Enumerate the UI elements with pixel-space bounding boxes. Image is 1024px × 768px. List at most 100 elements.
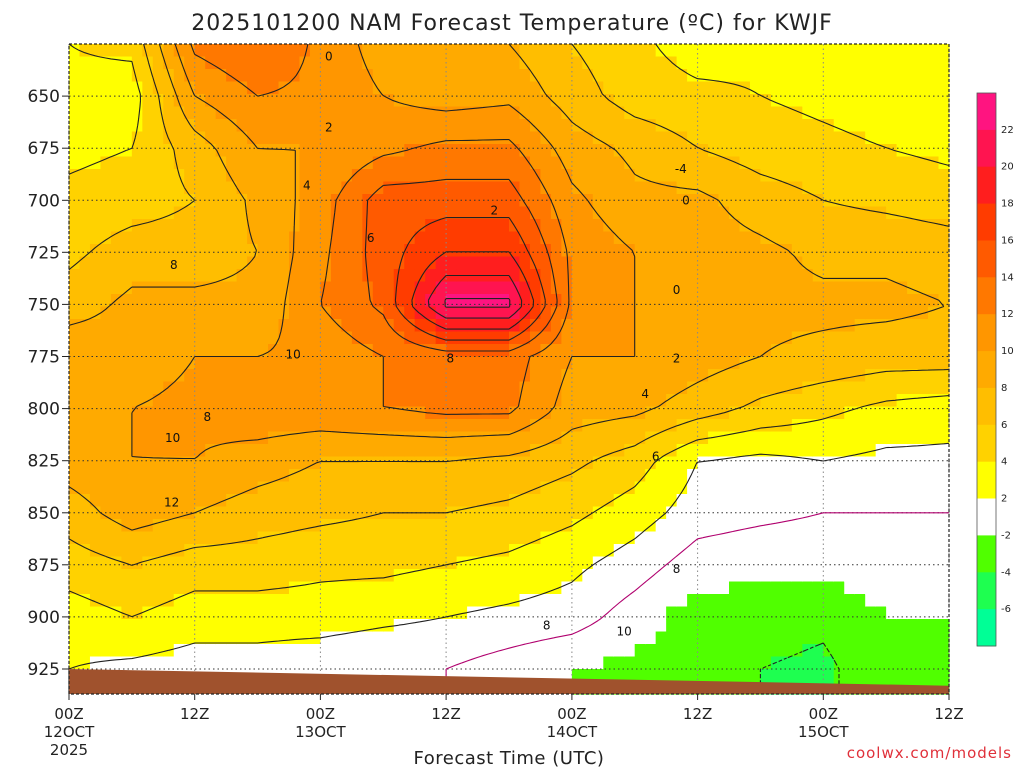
heatmap-cell — [425, 469, 437, 483]
heatmap-cell — [907, 331, 919, 345]
heatmap-cell — [592, 644, 604, 658]
heatmap-cell — [278, 444, 290, 458]
heatmap-cell — [278, 331, 290, 345]
heatmap-cell — [833, 206, 845, 220]
heatmap-cell — [938, 119, 950, 133]
heatmap-cell — [519, 244, 531, 258]
heatmap-cell — [687, 556, 699, 570]
heatmap-cell — [886, 619, 898, 633]
heatmap-cell — [383, 106, 395, 120]
heatmap-cell — [467, 319, 479, 333]
heatmap-cell — [812, 456, 824, 470]
heatmap-cell — [749, 94, 762, 108]
heatmap-cell — [414, 156, 426, 170]
heatmap-cell — [89, 394, 102, 408]
contour-line — [364, 178, 558, 352]
heatmap-cell — [603, 331, 615, 345]
heatmap-cell — [163, 231, 175, 245]
heatmap-cell — [781, 531, 793, 545]
heatmap-cell — [498, 456, 510, 470]
heatmap-cell — [802, 569, 814, 583]
heatmap-cell — [236, 369, 248, 383]
heatmap-cell — [676, 394, 688, 408]
heatmap-cell — [791, 644, 803, 658]
heatmap-cell — [131, 631, 143, 645]
heatmap-cell — [456, 219, 468, 233]
heatmap-cell — [749, 531, 762, 545]
heatmap-cell — [697, 94, 709, 108]
heatmap-cell — [173, 506, 185, 520]
heatmap-cell — [100, 469, 112, 483]
heatmap-cell — [100, 156, 112, 170]
heatmap-cell — [309, 81, 322, 95]
heatmap-cell — [854, 56, 866, 70]
heatmap-cell — [268, 481, 280, 495]
heatmap-cell — [624, 181, 636, 195]
heatmap-cell — [299, 269, 311, 283]
heatmap-cell — [278, 156, 290, 170]
heatmap-cell — [509, 356, 521, 370]
heatmap-cell — [676, 81, 688, 95]
heatmap-cell — [215, 281, 227, 295]
heatmap-cell — [236, 144, 248, 158]
heatmap-cell — [582, 319, 594, 333]
heatmap-cell — [854, 531, 866, 545]
heatmap-cell — [886, 206, 898, 220]
heatmap-cell — [131, 319, 143, 333]
heatmap-cell — [875, 69, 887, 83]
colorbar-swatch — [977, 535, 996, 573]
heatmap-cell — [330, 131, 342, 145]
heatmap-cell — [666, 369, 678, 383]
heatmap-cell — [456, 431, 468, 445]
heatmap-cell — [833, 531, 845, 545]
heatmap-cell — [257, 619, 269, 633]
heatmap-cell — [425, 356, 437, 370]
heatmap-cell — [938, 569, 950, 583]
heatmap-cell — [896, 119, 908, 133]
heatmap-cell — [781, 319, 793, 333]
heatmap-cell — [393, 631, 405, 645]
heatmap-cell — [791, 56, 803, 70]
x-tick-label: 12Z — [683, 705, 712, 723]
heatmap-cell — [446, 94, 458, 108]
heatmap-cell — [425, 44, 437, 58]
heatmap-cell — [320, 131, 332, 145]
heatmap-cell — [121, 431, 133, 445]
heatmap-cell — [666, 231, 678, 245]
heatmap-cell — [79, 131, 91, 145]
heatmap-cell — [886, 244, 898, 258]
heatmap-cell — [823, 219, 835, 233]
heatmap-cell — [477, 244, 489, 258]
heatmap-cell — [823, 394, 835, 408]
heatmap-cell — [592, 131, 604, 145]
heatmap-cell — [697, 569, 709, 583]
heatmap-cell — [309, 344, 322, 358]
heatmap-cell — [205, 119, 217, 133]
heatmap-cell — [152, 231, 164, 245]
heatmap-cell — [875, 631, 887, 645]
heatmap-cell — [666, 406, 678, 420]
heatmap-cell — [79, 569, 91, 583]
heatmap-cell — [592, 331, 604, 345]
heatmap-cell — [226, 344, 238, 358]
colorbar-swatch — [977, 461, 996, 500]
heatmap-cell — [519, 106, 531, 120]
heatmap-cell — [540, 644, 552, 658]
heatmap-cell — [875, 544, 887, 558]
heatmap-cell — [69, 56, 81, 70]
heatmap-cell — [278, 481, 290, 495]
heatmap-cell — [749, 369, 762, 383]
heatmap-cell — [519, 531, 531, 545]
colorbar-tick-label: -4 — [1001, 567, 1011, 578]
heatmap-cell — [875, 219, 887, 233]
heatmap-cell — [236, 394, 248, 408]
heatmap-cell — [309, 419, 322, 433]
heatmap-cell — [498, 69, 510, 83]
heatmap-cell — [268, 419, 280, 433]
heatmap-cell — [205, 131, 217, 145]
heatmap-cell — [760, 319, 772, 333]
heatmap-cell — [278, 269, 290, 283]
heatmap-cell — [781, 244, 793, 258]
heatmap-cell — [446, 531, 458, 545]
heatmap-cell — [393, 369, 405, 383]
